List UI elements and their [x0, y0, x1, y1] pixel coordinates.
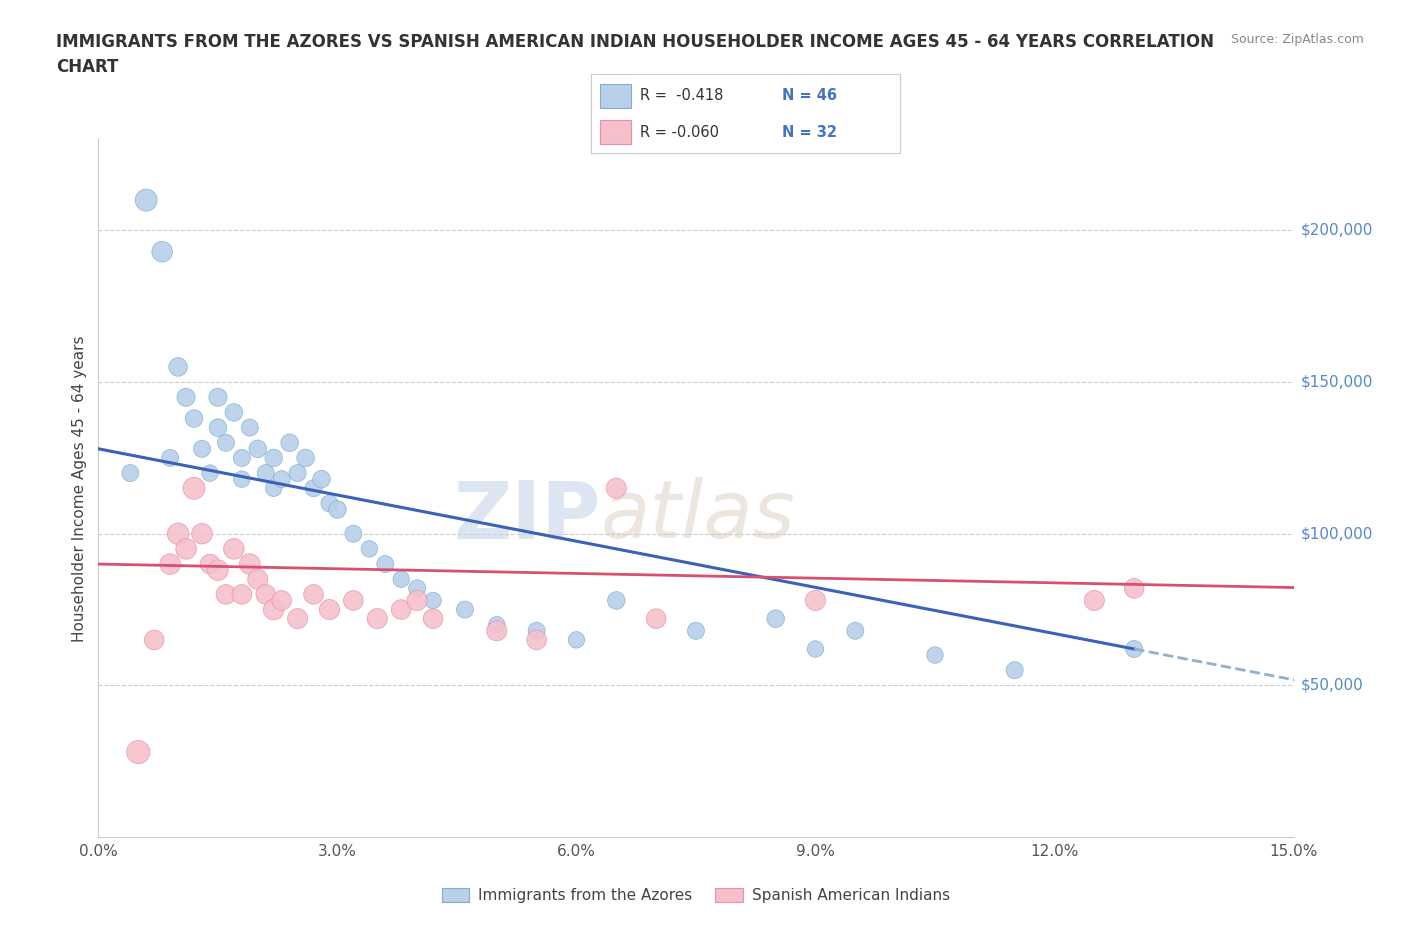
Point	[246, 572, 269, 587]
Point	[278, 435, 301, 450]
Text: IMMIGRANTS FROM THE AZORES VS SPANISH AMERICAN INDIAN HOUSEHOLDER INCOME AGES 45: IMMIGRANTS FROM THE AZORES VS SPANISH AM…	[56, 33, 1215, 75]
Point	[198, 466, 221, 481]
Point	[389, 572, 412, 587]
Text: $150,000: $150,000	[1301, 375, 1372, 390]
Point	[254, 587, 277, 602]
Point	[605, 481, 627, 496]
Point	[485, 623, 508, 638]
Point	[207, 390, 229, 405]
Point	[326, 502, 349, 517]
Text: N = 32: N = 32	[782, 125, 838, 140]
FancyBboxPatch shape	[600, 120, 631, 144]
Point	[374, 557, 396, 572]
Point	[526, 632, 548, 647]
Point	[191, 526, 214, 541]
Y-axis label: Householder Income Ages 45 - 64 years: Householder Income Ages 45 - 64 years	[72, 335, 87, 642]
Point	[222, 541, 245, 556]
Point	[342, 526, 364, 541]
Point	[254, 466, 277, 481]
Point	[804, 593, 827, 608]
Point	[239, 420, 262, 435]
Point	[207, 420, 229, 435]
Text: R =  -0.418: R = -0.418	[640, 88, 723, 103]
Text: $200,000: $200,000	[1301, 223, 1372, 238]
Legend: Immigrants from the Azores, Spanish American Indians: Immigrants from the Azores, Spanish Amer…	[436, 883, 956, 910]
Point	[1123, 642, 1146, 657]
Point	[485, 618, 508, 632]
Point	[159, 450, 181, 465]
Point	[389, 602, 412, 617]
Point	[302, 481, 325, 496]
Point	[359, 541, 381, 556]
Point	[222, 405, 245, 419]
Point	[127, 745, 149, 760]
Point	[287, 611, 309, 626]
Point	[246, 442, 269, 457]
Point	[207, 563, 229, 578]
Text: $100,000: $100,000	[1301, 526, 1372, 541]
Point	[150, 245, 173, 259]
Point	[159, 557, 181, 572]
Point	[366, 611, 388, 626]
Point	[406, 581, 429, 596]
Point	[1123, 581, 1146, 596]
Point	[198, 557, 221, 572]
Text: atlas: atlas	[600, 477, 796, 555]
Point	[1083, 593, 1105, 608]
Point	[924, 647, 946, 662]
Point	[135, 193, 157, 207]
Point	[183, 481, 205, 496]
Point	[120, 466, 142, 481]
Point	[318, 602, 340, 617]
Text: $50,000: $50,000	[1301, 678, 1364, 693]
Point	[270, 593, 292, 608]
Point	[422, 611, 444, 626]
Point	[311, 472, 333, 486]
Point	[263, 481, 285, 496]
Point	[215, 435, 238, 450]
Point	[804, 642, 827, 657]
Point	[263, 450, 285, 465]
Point	[215, 587, 238, 602]
Point	[1004, 663, 1026, 678]
Point	[605, 593, 627, 608]
Point	[231, 450, 253, 465]
Point	[318, 496, 340, 511]
Text: N = 46: N = 46	[782, 88, 838, 103]
Point	[294, 450, 316, 465]
Point	[645, 611, 668, 626]
Point	[302, 587, 325, 602]
Point	[422, 593, 444, 608]
Point	[685, 623, 707, 638]
Point	[231, 587, 253, 602]
Point	[342, 593, 364, 608]
Point	[231, 472, 253, 486]
FancyBboxPatch shape	[600, 84, 631, 108]
Point	[526, 623, 548, 638]
Point	[167, 360, 190, 375]
Point	[174, 390, 197, 405]
Point	[263, 602, 285, 617]
Text: Source: ZipAtlas.com: Source: ZipAtlas.com	[1230, 33, 1364, 46]
Point	[454, 602, 477, 617]
Point	[239, 557, 262, 572]
Point	[167, 526, 190, 541]
Point	[406, 593, 429, 608]
Point	[174, 541, 197, 556]
Point	[287, 466, 309, 481]
Point	[765, 611, 787, 626]
Point	[191, 442, 214, 457]
Point	[143, 632, 166, 647]
Text: R = -0.060: R = -0.060	[640, 125, 718, 140]
Point	[565, 632, 588, 647]
Point	[183, 411, 205, 426]
Point	[270, 472, 292, 486]
Text: ZIP: ZIP	[453, 477, 600, 555]
Point	[844, 623, 866, 638]
